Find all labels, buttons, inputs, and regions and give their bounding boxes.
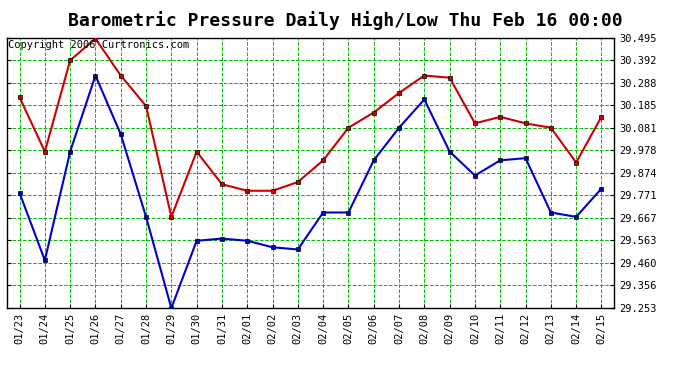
Text: Barometric Pressure Daily High/Low Thu Feb 16 00:00: Barometric Pressure Daily High/Low Thu F… [68,11,622,30]
Text: Copyright 2006 Curtronics.com: Copyright 2006 Curtronics.com [8,40,189,50]
